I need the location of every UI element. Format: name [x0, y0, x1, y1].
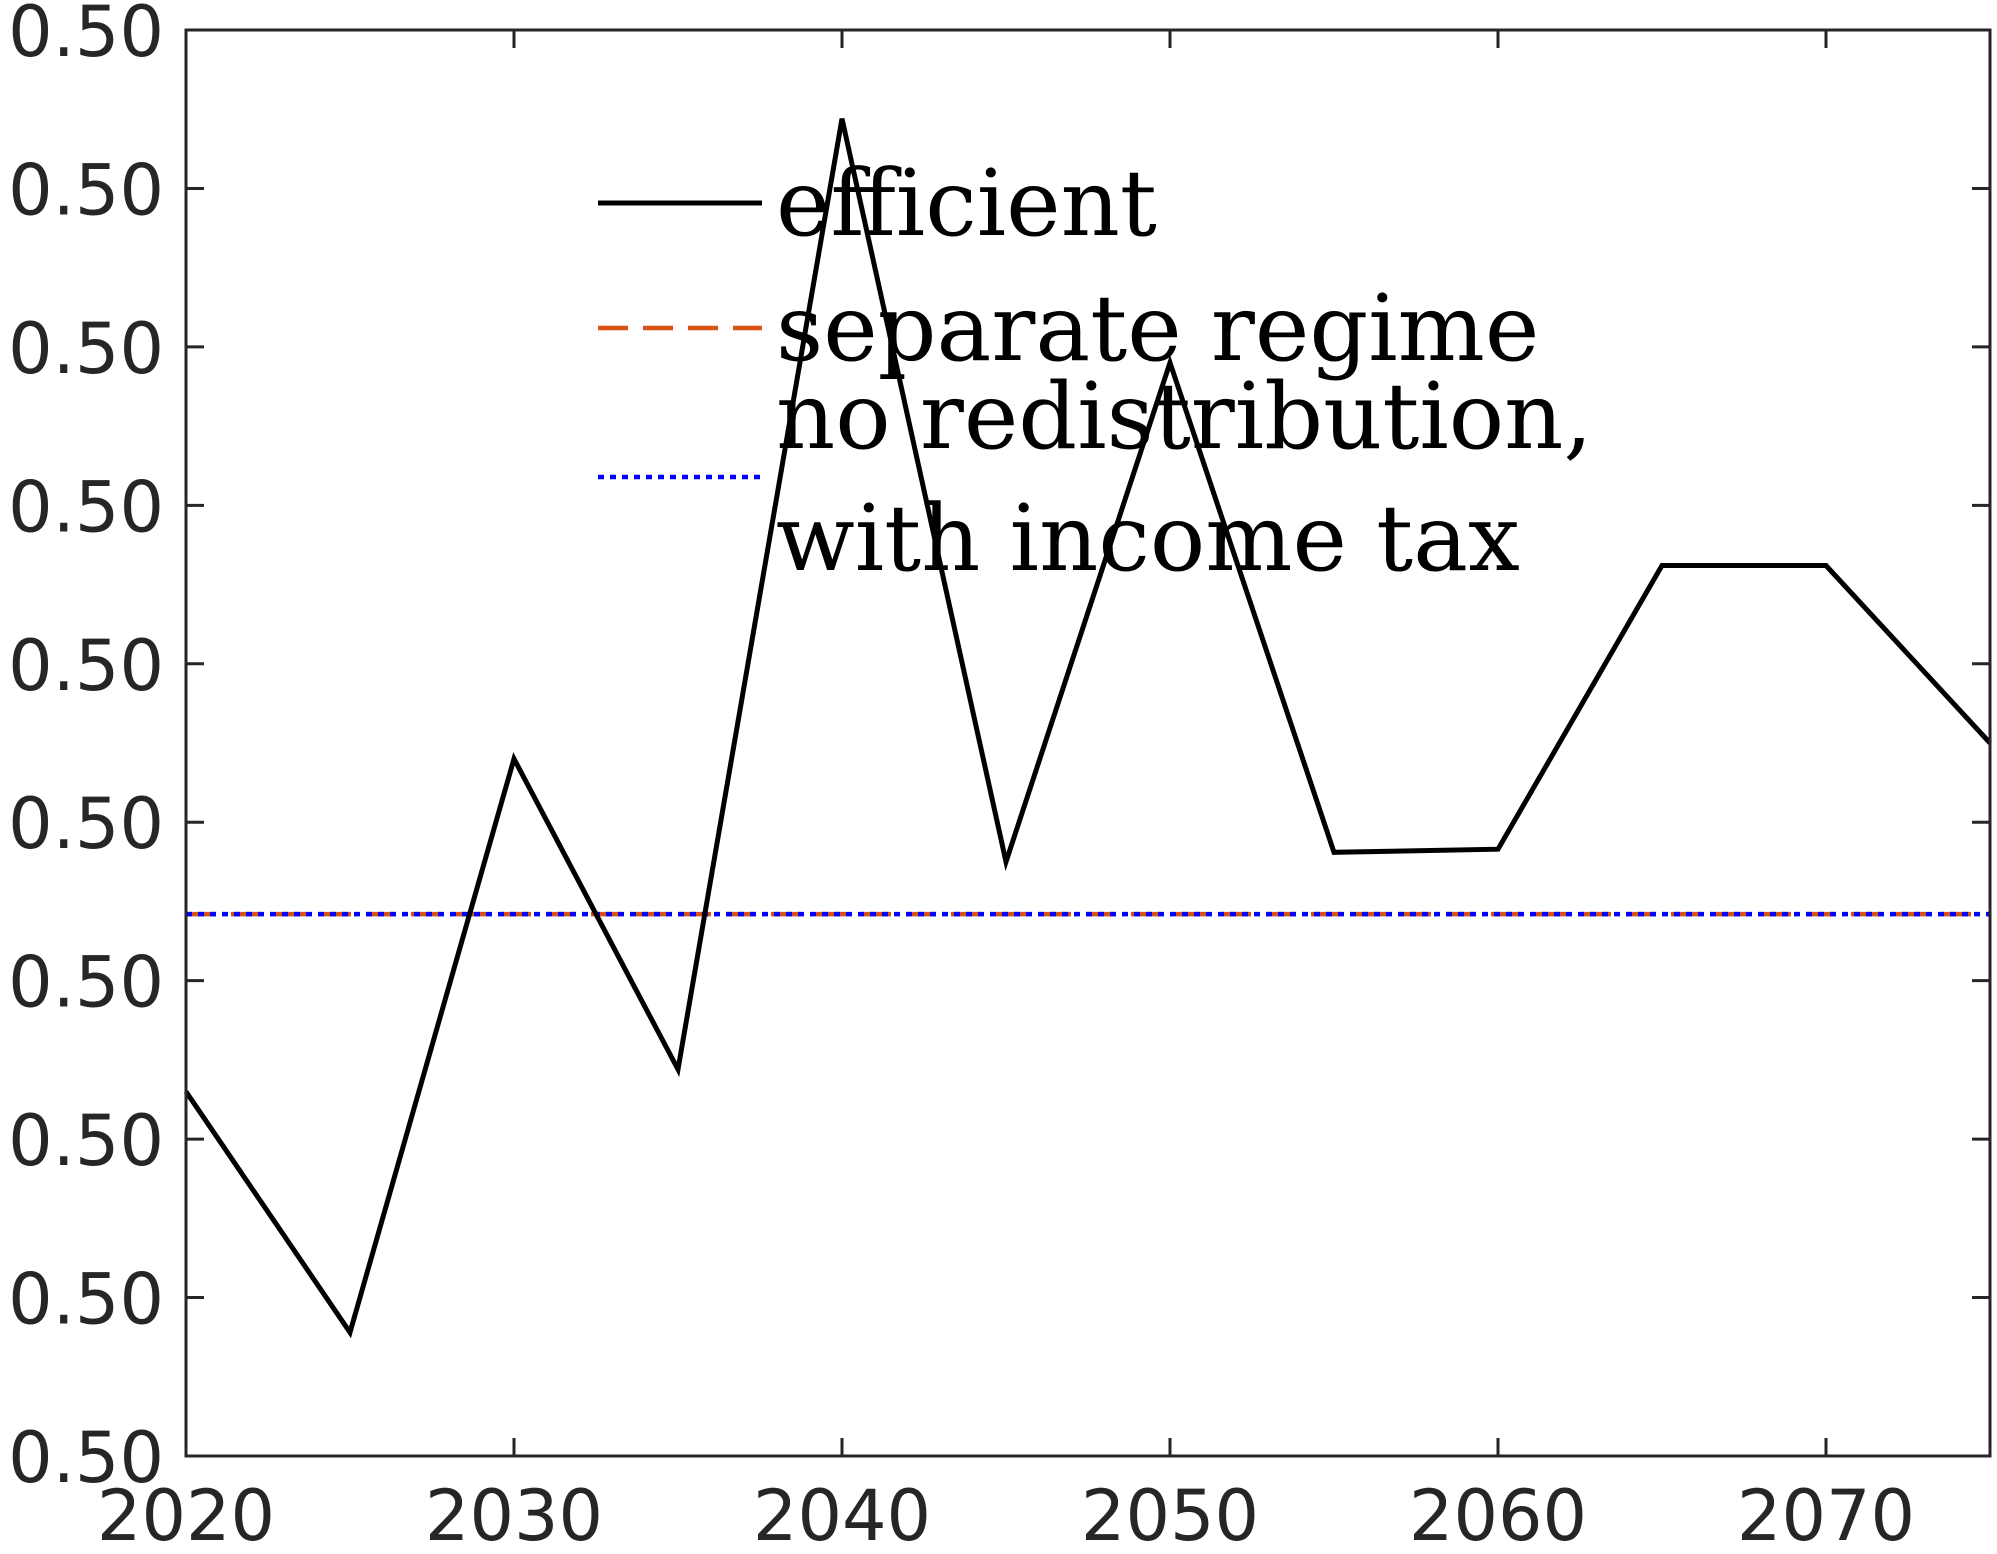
x-tick-label: 2070: [1737, 1475, 1915, 1554]
plot-area: [186, 30, 1990, 1456]
y-tick-label: 0.50: [8, 0, 164, 73]
axes: [184, 28, 1992, 1458]
series-line-efficient: [183, 118, 1992, 1339]
x-tick-label: 2050: [1081, 1475, 1259, 1554]
legend-label: efficient: [776, 150, 1157, 257]
y-tick-label: 0.50: [8, 466, 164, 548]
y-tick-label: 0.50: [8, 149, 164, 231]
x-tick-label: 2040: [753, 1475, 931, 1554]
axes-box: [184, 28, 1992, 1458]
x-tick-label: 2030: [425, 1475, 603, 1554]
x-tick-label: 2020: [97, 1475, 275, 1554]
y-tick-label: 0.50: [8, 1417, 164, 1499]
legend-label: no redistribution,: [776, 363, 1593, 470]
y-tick-label: 0.50: [8, 1100, 164, 1182]
x-tick-label: 2060: [1409, 1475, 1587, 1554]
legend-label: with income tax: [776, 485, 1520, 592]
y-tick-label: 0.50: [8, 625, 164, 707]
y-tick-label: 0.50: [8, 783, 164, 865]
y-tick-label: 0.50: [8, 1259, 164, 1341]
y-tick-label: 0.50: [8, 308, 164, 390]
series-layer: [183, 118, 1992, 1339]
plot-background: [186, 30, 1990, 1456]
y-tick-label: 0.50: [8, 942, 164, 1024]
legend-label: separate regime: [776, 275, 1539, 382]
tick-labels: 2020 2030 2040 2050 2060 2070 0.50 0.50 0.50 0.50…: [8, 0, 1915, 1554]
